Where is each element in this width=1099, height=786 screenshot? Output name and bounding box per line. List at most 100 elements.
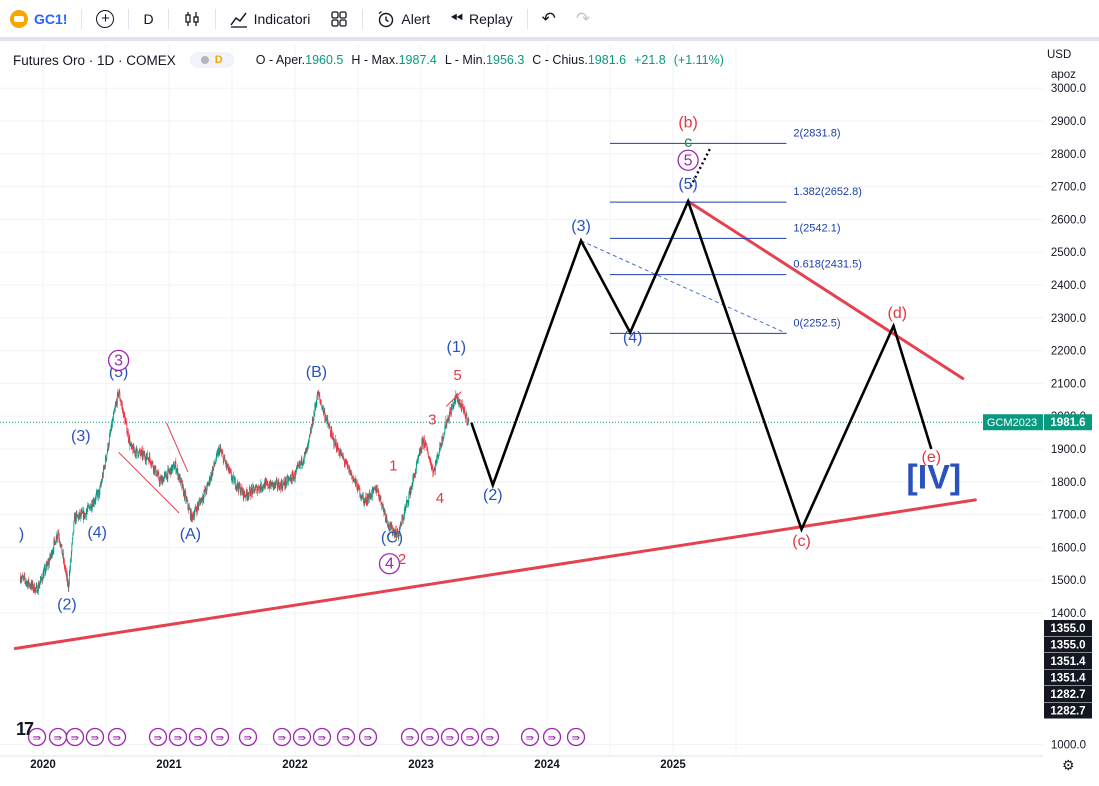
event-marker-icon[interactable]	[65, 727, 85, 747]
candle-body	[254, 487, 256, 491]
candle-body	[50, 555, 52, 558]
candle-body	[358, 488, 360, 490]
candle-body	[241, 489, 243, 494]
event-marker-icon[interactable]	[272, 727, 292, 747]
trendline[interactable]	[13, 498, 977, 650]
event-marker-glyph: ⇛	[406, 733, 414, 744]
candle-body	[441, 436, 443, 446]
candle-body	[327, 423, 329, 427]
redo-button[interactable]: ↷	[566, 0, 600, 39]
event-marker-icon[interactable]	[85, 727, 105, 747]
undo-button[interactable]: ↶	[532, 0, 566, 39]
replay-button[interactable]: ⏪︎ Replay	[440, 0, 522, 39]
candle-body	[211, 470, 213, 475]
event-marker-icon[interactable]	[336, 727, 356, 747]
trendline[interactable]	[686, 199, 965, 380]
candle-body	[240, 492, 242, 494]
projection-path[interactable]	[470, 197, 933, 533]
candle-body	[131, 444, 133, 448]
alert-button[interactable]: Alert	[367, 0, 440, 39]
scale-mode-label[interactable]: apoz	[1051, 69, 1076, 81]
event-marker-icon[interactable]	[210, 727, 230, 747]
candle-body	[42, 573, 44, 579]
candle-body	[297, 465, 299, 467]
candle-body	[322, 406, 324, 413]
gear-icon[interactable]: ⚙︎	[1062, 757, 1075, 773]
candle-body	[191, 513, 193, 521]
candle-body	[186, 498, 188, 501]
event-marker-icon[interactable]	[148, 727, 168, 747]
candle-body	[385, 518, 387, 520]
indicators-button[interactable]: Indicatori	[220, 0, 321, 39]
event-marker-icon[interactable]	[312, 727, 332, 747]
candle-body	[125, 421, 127, 423]
layouts-button[interactable]	[320, 0, 358, 39]
candle-body	[176, 468, 178, 471]
redo-icon: ↷	[575, 8, 591, 28]
event-marker-icon[interactable]	[400, 727, 420, 747]
candle-body	[315, 404, 317, 406]
candle-body	[75, 513, 77, 521]
candle-body	[395, 529, 397, 537]
event-marker-icon[interactable]	[292, 727, 312, 747]
candle-body	[178, 475, 180, 480]
candle-body	[296, 467, 298, 470]
candle-body	[456, 397, 458, 399]
candle-body	[160, 478, 162, 483]
event-marker-icon[interactable]	[480, 727, 500, 747]
symbol-search-button[interactable]: GC1!	[0, 0, 77, 39]
wave-label: 3	[114, 352, 123, 369]
candle-body	[427, 454, 429, 458]
candle-body	[318, 395, 320, 397]
candle-body	[224, 457, 226, 461]
candle-body	[199, 501, 201, 505]
event-marker-icon[interactable]	[27, 727, 47, 747]
y-tick-label: 1600.0	[1051, 542, 1086, 554]
price-tag-value: 1351.4	[1050, 673, 1086, 685]
candle-body	[376, 491, 378, 493]
wave-label: 3	[428, 411, 436, 428]
toolbar-divider	[128, 8, 130, 29]
event-marker-icon[interactable]	[420, 727, 440, 747]
interval-button[interactable]: D	[133, 0, 163, 39]
candle-body	[78, 515, 80, 519]
event-marker-icon[interactable]	[358, 727, 378, 747]
event-marker-icon[interactable]	[542, 727, 562, 747]
market-status-badge[interactable]: D	[189, 52, 234, 68]
chart-type-button[interactable]	[173, 0, 211, 39]
event-marker-icon[interactable]	[440, 727, 460, 747]
candle-body	[370, 492, 372, 499]
compare-symbol-button[interactable]: +	[86, 0, 124, 39]
candle-body	[182, 486, 184, 495]
candle-body	[225, 462, 227, 466]
wave-label: 4	[436, 490, 444, 507]
candle-body	[150, 462, 152, 465]
event-marker-icon[interactable]	[460, 727, 480, 747]
candle-body	[159, 478, 161, 480]
candle-body	[430, 465, 432, 469]
event-marker-icon[interactable]	[566, 727, 586, 747]
candle-body	[249, 488, 251, 496]
event-marker-icon[interactable]	[238, 727, 258, 747]
candle-body	[109, 432, 111, 437]
candle-body	[192, 515, 194, 519]
candle-body	[186, 500, 188, 502]
event-marker-icon[interactable]	[168, 727, 188, 747]
event-marker-glyph: ⇛	[548, 733, 556, 744]
currency-selector[interactable]: USD	[1047, 49, 1072, 61]
event-marker-icon[interactable]	[107, 727, 127, 747]
event-marker-glyph: ⇛	[364, 733, 372, 744]
event-marker-icon[interactable]	[520, 727, 540, 747]
candle-body	[369, 496, 371, 499]
candle-body	[417, 458, 419, 460]
candle-body	[66, 574, 68, 584]
candle-body	[390, 525, 392, 529]
candle-body	[259, 486, 261, 488]
rewind-icon: ⏪︎	[450, 9, 463, 27]
wave-label: c	[684, 134, 692, 151]
candle-body	[54, 539, 56, 542]
event-marker-icon[interactable]	[188, 727, 208, 747]
candle-body	[359, 488, 361, 497]
candle-body	[213, 462, 215, 468]
